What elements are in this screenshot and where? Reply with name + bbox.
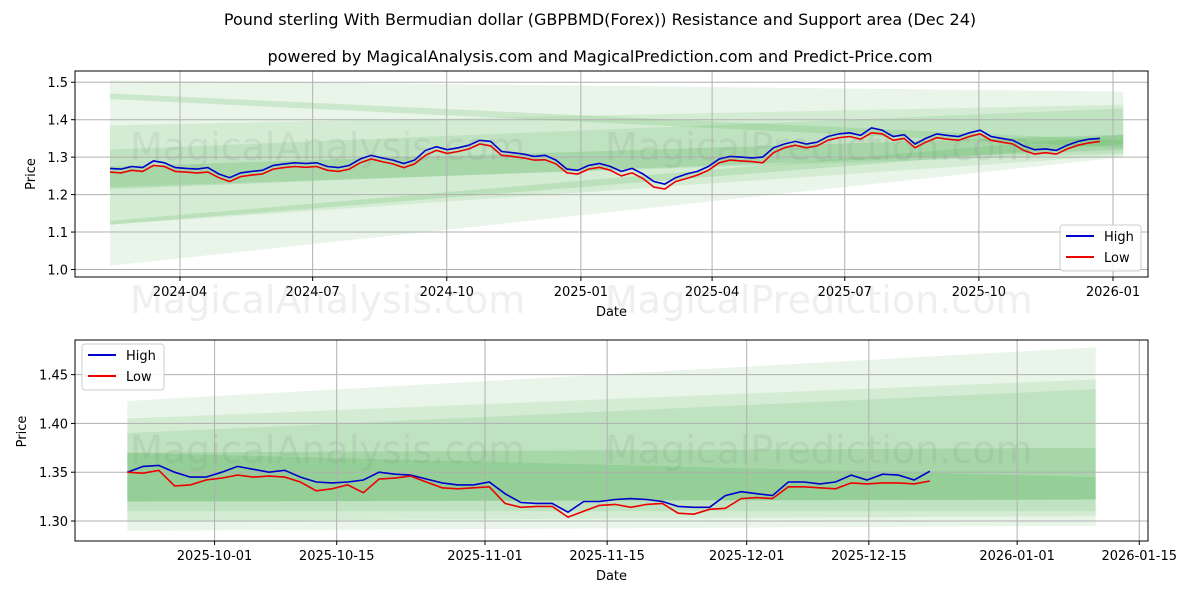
resistance-support-band	[127, 389, 1096, 512]
y-tick-label: 1.3	[47, 151, 68, 166]
watermark: MagicalAnalysis.com	[130, 278, 526, 322]
resistance-support-band	[127, 347, 1096, 531]
x-tick-label: 2025-11-15	[569, 549, 645, 564]
watermark: MagicalPrediction.com	[605, 125, 1033, 169]
y-tick-label: 1.0	[47, 264, 68, 279]
y-tick-label: 1.2	[47, 189, 68, 204]
x-axis-label: Date	[596, 569, 627, 584]
resistance-support-band	[127, 452, 1096, 502]
x-tick-label: 2024-10	[420, 285, 474, 300]
x-tick-label: 2024-07	[285, 285, 339, 300]
y-axis-label: Price	[24, 158, 39, 190]
x-tick-label: 2025-07	[818, 285, 872, 300]
watermark: MagicalAnalysis.com	[130, 428, 526, 472]
low-series-line	[109, 131, 1101, 190]
low-series-line	[127, 469, 931, 518]
resistance-support-band	[109, 134, 1124, 189]
y-axis-label: Price	[15, 416, 30, 448]
chart-subtitle: powered by MagicalAnalysis.com and Magic…	[267, 47, 933, 66]
watermark: MagicalAnalysis.com	[130, 125, 526, 169]
x-tick-label: 2025-11-01	[447, 549, 523, 564]
y-tick-label: 1.30	[39, 515, 68, 530]
watermark: MagicalPrediction.com	[605, 278, 1033, 322]
x-tick-label: 2025-10	[952, 285, 1006, 300]
x-tick-label: 2026-01	[1086, 285, 1140, 300]
y-tick-label: 1.1	[47, 226, 68, 241]
resistance-support-band	[127, 379, 1096, 521]
x-tick-label: 2026-01-15	[1101, 549, 1177, 564]
watermark: MagicalPrediction.com	[605, 428, 1033, 472]
y-tick-label: 1.35	[39, 466, 68, 481]
high-series-line	[127, 464, 931, 514]
x-tick-label: 2025-10-15	[299, 549, 375, 564]
plot-frame	[74, 70, 1149, 278]
legend-low-label: Low	[1104, 251, 1130, 266]
y-tick-label: 1.5	[47, 76, 68, 91]
y-tick-label: 1.4	[47, 114, 68, 129]
x-axis-label: Date	[596, 305, 627, 320]
x-tick-label: 2025-12-01	[709, 549, 785, 564]
legend-high-label: High	[1104, 230, 1134, 245]
y-tick-label: 1.45	[39, 369, 68, 384]
legend-high-label: High	[126, 349, 156, 364]
high-series-line	[109, 127, 1100, 185]
plot-frame	[74, 339, 1149, 542]
x-tick-label: 2025-10-01	[177, 549, 253, 564]
x-tick-label: 2026-01-01	[979, 549, 1055, 564]
x-tick-label: 2025-12-15	[831, 549, 907, 564]
x-tick-label: 2025-01	[554, 285, 608, 300]
y-tick-label: 1.40	[39, 417, 68, 432]
chart-title: Pound sterling With Bermudian dollar (GB…	[223, 10, 977, 29]
legend-low-label: Low	[126, 370, 152, 385]
x-tick-label: 2024-04	[153, 285, 207, 300]
x-tick-label: 2025-04	[685, 285, 739, 300]
